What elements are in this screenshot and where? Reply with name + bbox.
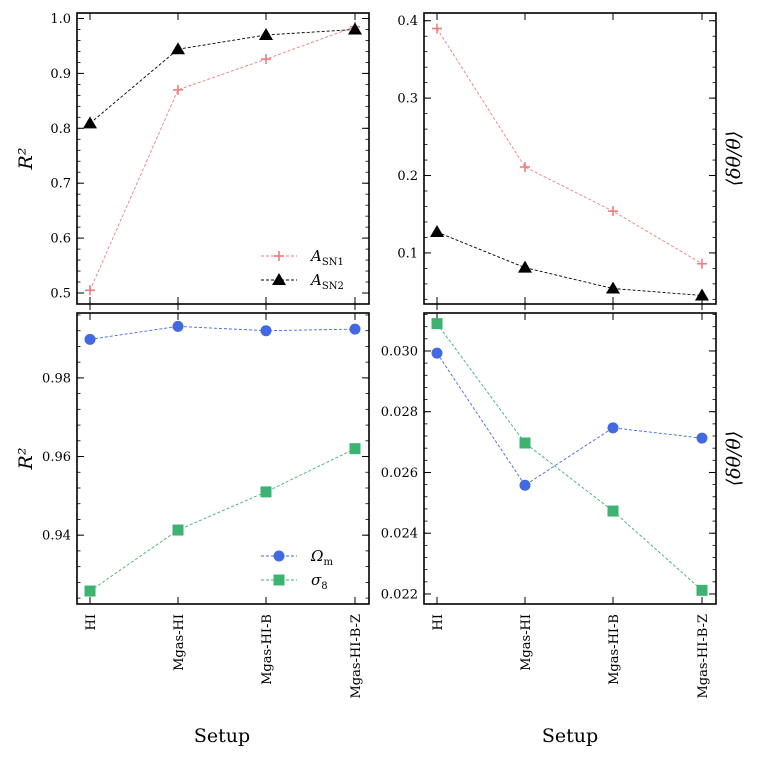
y-tick-label: 0.028 — [381, 405, 418, 420]
legend-label-subscript: SN2 — [322, 281, 344, 292]
panel-bottom-left: 0.94 0.96 0.98 HI Mgas-HI Mgas-HI-B Mgas-HI-B-… — [15, 312, 370, 699]
data-point-sigma_8 — [431, 318, 443, 330]
data-point-omega_m — [172, 320, 184, 332]
y-tick-label: 0.98 — [42, 371, 71, 386]
data-point-a_sn2 — [430, 225, 444, 238]
x-tick-label: Mgas-HI-B-Z — [696, 614, 711, 699]
legend-label-omega_m: Ωm — [310, 547, 333, 568]
legend-label-sigma_8: σ8 — [311, 571, 328, 592]
data-point-sigma_8 — [519, 437, 531, 449]
legend-marker-a_sn2 — [272, 273, 286, 285]
data-point-a_sn2 — [259, 27, 273, 40]
legend: Ωm σ8 — [261, 547, 333, 592]
data-point-omega_m — [607, 422, 619, 434]
legend-marker-omega_m — [273, 550, 285, 562]
x-axis-title: Setup — [542, 725, 598, 747]
axes-frame — [423, 312, 717, 605]
panel-top-left: 0.5 0.6 0.7 0.8 0.9 1.0 R² ASN1 ASN2 — [15, 12, 370, 310]
x-tick-label: Mgas-HI — [172, 614, 187, 671]
series-line-a_sn1 — [436, 28, 703, 265]
axes-frame — [76, 312, 370, 605]
y-tick-label: 0.024 — [381, 527, 418, 542]
data-point-a_sn2 — [606, 281, 620, 294]
y-tick-label: 0.5 — [50, 287, 71, 302]
data-point-omega_m — [519, 479, 531, 491]
x-tick-label: Mgas-HI — [519, 614, 534, 671]
legend-label-subscript: SN1 — [322, 257, 344, 268]
data-point-sigma_8 — [172, 524, 184, 536]
y-tick-label: 0.030 — [381, 344, 418, 359]
y-tick-label: 0.026 — [381, 466, 418, 481]
data-point-omega_m — [696, 432, 708, 444]
x-tick-label: HI — [84, 614, 99, 630]
legend-marker-sigma_8 — [273, 574, 285, 586]
y-tick-label: 0.94 — [42, 529, 71, 544]
data-point-omega_m — [84, 333, 96, 345]
y-tick-label: 0.96 — [42, 450, 71, 465]
y-tick-label: 0.1 — [397, 246, 418, 261]
y-tick-label: 0.4 — [397, 14, 418, 29]
series-line-a_sn2 — [436, 231, 703, 296]
data-point-omega_m — [260, 325, 272, 337]
data-point-a_sn2 — [83, 116, 97, 129]
y-tick-label: 0.9 — [50, 67, 71, 82]
data-point-omega_m — [431, 347, 443, 359]
y-axis-title: R² — [15, 448, 37, 471]
y-axis-title: ⟨δθ/θ⟩ — [723, 131, 745, 187]
legend-label-a_sn1: ASN1 — [309, 247, 344, 268]
series-line-omega_m — [89, 325, 356, 340]
legend-label-subscript: m — [323, 557, 333, 568]
x-tick-label: HI — [431, 614, 446, 630]
y-tick-label: 0.2 — [397, 169, 418, 184]
data-point-sigma_8 — [349, 443, 361, 455]
legend-label-subscript: 8 — [321, 581, 327, 592]
data-point-sigma_8 — [696, 584, 708, 596]
y-tick-label: 0.8 — [50, 122, 71, 137]
x-axis-title: Setup — [194, 725, 250, 747]
series-line-omega_m — [436, 352, 703, 486]
axes-frame — [76, 12, 370, 305]
legend-label-a_sn2: ASN2 — [309, 271, 344, 292]
panel-bottom-right: 0.022 0.024 0.026 0.028 0.030 HI Mgas-HI Mgas-H… — [381, 312, 745, 699]
y-tick-label: 0.3 — [397, 92, 418, 107]
series-line-a_sn2 — [89, 29, 356, 124]
data-point-a_sn2 — [348, 22, 362, 35]
y-tick-label: 0.022 — [381, 587, 418, 602]
series-line-sigma_8 — [436, 323, 703, 591]
data-point-sigma_8 — [84, 585, 96, 597]
series-line-a_sn1 — [89, 26, 356, 291]
data-point-a_sn2 — [695, 288, 709, 301]
y-tick-label: 0.6 — [50, 232, 71, 247]
y-axis-title: R² — [15, 148, 37, 171]
series-line-sigma_8 — [89, 448, 356, 592]
axes-frame — [423, 12, 717, 305]
x-tick-label: Mgas-HI-B — [260, 614, 275, 685]
x-tick-label: Mgas-HI-B-Z — [349, 614, 364, 699]
legend: ASN1 ASN2 — [261, 247, 344, 292]
data-point-a_sn2 — [518, 260, 532, 273]
y-axis-title: ⟨δθ/θ⟩ — [723, 431, 745, 487]
x-tick-label: Mgas-HI-B — [607, 614, 622, 685]
y-tick-label: 0.7 — [50, 177, 71, 192]
data-point-omega_m — [349, 323, 361, 335]
y-tick-label: 1.0 — [50, 12, 71, 27]
data-point-sigma_8 — [260, 486, 272, 498]
panel-top-right: 0.1 0.2 0.3 0.4 ⟨δθ/θ⟩ — [397, 12, 745, 310]
data-point-a_sn2 — [171, 42, 185, 55]
data-point-sigma_8 — [607, 505, 619, 517]
